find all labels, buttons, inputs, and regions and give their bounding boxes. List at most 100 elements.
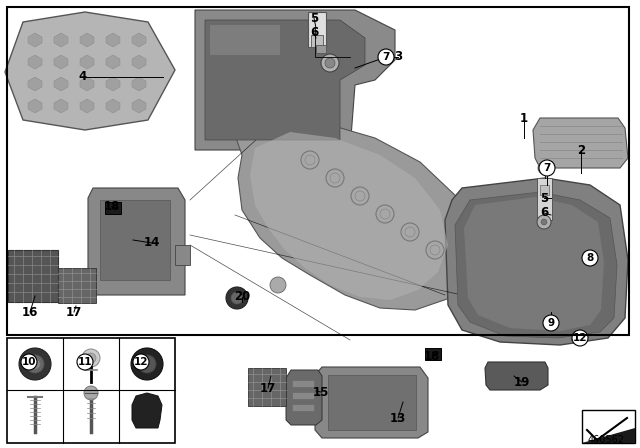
Polygon shape — [582, 428, 635, 443]
Circle shape — [543, 315, 559, 331]
Polygon shape — [106, 55, 120, 69]
Polygon shape — [445, 178, 628, 345]
Circle shape — [325, 58, 335, 68]
Polygon shape — [455, 192, 617, 338]
Text: 14: 14 — [144, 237, 160, 250]
Polygon shape — [54, 77, 68, 91]
Bar — [105, 202, 121, 214]
Text: 6: 6 — [540, 207, 548, 220]
Text: 7: 7 — [382, 52, 390, 62]
Polygon shape — [5, 12, 175, 130]
Circle shape — [82, 349, 100, 367]
Circle shape — [572, 330, 588, 346]
Text: 18: 18 — [424, 349, 440, 362]
Circle shape — [30, 359, 40, 369]
Polygon shape — [132, 393, 162, 428]
Polygon shape — [464, 197, 604, 331]
Circle shape — [226, 287, 248, 309]
Bar — [316, 45, 326, 53]
Bar — [292, 404, 314, 411]
Circle shape — [133, 354, 149, 370]
Bar — [328, 375, 416, 430]
Polygon shape — [195, 10, 395, 150]
Bar — [308, 12, 326, 47]
Polygon shape — [54, 55, 68, 69]
Circle shape — [19, 348, 51, 380]
Polygon shape — [106, 99, 120, 113]
Text: 3: 3 — [394, 51, 402, 64]
Polygon shape — [205, 20, 365, 140]
Circle shape — [231, 292, 243, 304]
Bar — [540, 185, 549, 195]
Circle shape — [582, 250, 598, 266]
Polygon shape — [533, 118, 628, 168]
Bar — [582, 410, 635, 443]
Polygon shape — [28, 33, 42, 47]
Circle shape — [21, 354, 37, 370]
Polygon shape — [28, 99, 42, 113]
Bar — [537, 178, 552, 220]
Bar — [8, 250, 58, 302]
Polygon shape — [80, 33, 94, 47]
Bar — [425, 348, 441, 360]
Text: 2: 2 — [577, 143, 585, 156]
Polygon shape — [54, 33, 68, 47]
Polygon shape — [132, 99, 146, 113]
Text: 12: 12 — [573, 333, 588, 343]
Text: 13: 13 — [390, 412, 406, 425]
Polygon shape — [286, 370, 322, 425]
Polygon shape — [106, 33, 120, 47]
Text: 7: 7 — [543, 163, 550, 173]
Text: 5: 5 — [310, 12, 318, 25]
Polygon shape — [132, 77, 146, 91]
Text: 460562: 460562 — [588, 435, 625, 445]
Text: 20: 20 — [234, 290, 250, 303]
Polygon shape — [80, 77, 94, 91]
Circle shape — [270, 277, 286, 293]
Bar — [248, 368, 286, 406]
Polygon shape — [80, 99, 94, 113]
Circle shape — [138, 355, 156, 373]
Polygon shape — [106, 77, 120, 91]
Text: 16: 16 — [22, 306, 38, 319]
Circle shape — [539, 160, 555, 176]
Bar — [100, 200, 170, 280]
Bar — [292, 380, 314, 387]
Text: 15: 15 — [313, 385, 329, 399]
Bar — [311, 35, 323, 47]
Circle shape — [86, 353, 96, 363]
Polygon shape — [235, 118, 478, 310]
Text: 11: 11 — [77, 357, 92, 367]
Circle shape — [538, 162, 550, 174]
Circle shape — [77, 354, 93, 370]
Circle shape — [84, 386, 98, 400]
Circle shape — [321, 54, 339, 72]
Circle shape — [26, 355, 44, 373]
Circle shape — [541, 219, 547, 225]
Text: 1: 1 — [520, 112, 528, 125]
Bar — [292, 392, 314, 399]
Bar — [175, 245, 190, 265]
Polygon shape — [485, 362, 548, 390]
Polygon shape — [210, 25, 280, 55]
Text: 18: 18 — [104, 201, 120, 214]
Circle shape — [131, 348, 163, 380]
Text: 5: 5 — [540, 191, 548, 204]
Bar — [7, 7, 629, 335]
Polygon shape — [132, 55, 146, 69]
Polygon shape — [28, 55, 42, 69]
Text: 12: 12 — [134, 357, 148, 367]
Text: 8: 8 — [586, 253, 594, 263]
Text: 6: 6 — [310, 26, 318, 39]
Bar — [58, 268, 96, 303]
Text: 19: 19 — [514, 375, 530, 388]
Text: 9: 9 — [547, 318, 555, 328]
Text: 17: 17 — [66, 306, 82, 319]
Polygon shape — [54, 99, 68, 113]
Circle shape — [537, 215, 551, 229]
Polygon shape — [80, 55, 94, 69]
Bar — [7, 338, 175, 443]
Polygon shape — [315, 367, 428, 438]
Circle shape — [378, 49, 394, 65]
Text: 10: 10 — [22, 357, 36, 367]
